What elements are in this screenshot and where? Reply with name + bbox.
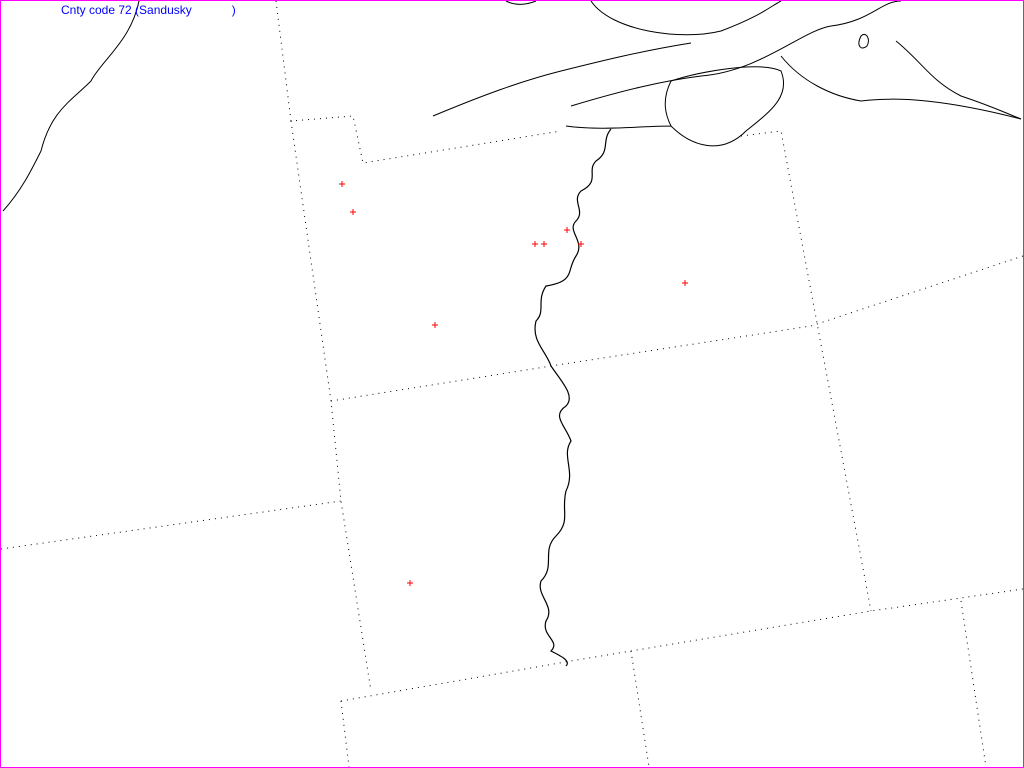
shoreline [858, 33, 869, 49]
shoreline [565, 66, 785, 147]
county-boundary [740, 130, 872, 612]
county-boundary [960, 600, 987, 767]
shoreline [895, 40, 1022, 120]
shoreline [570, 1, 902, 107]
station-marker [407, 580, 413, 586]
map-title: Cnty code 72 (Sandusky ) [61, 3, 236, 17]
sandusky-river [534, 128, 612, 667]
station-markers [339, 181, 688, 586]
shoreline [505, 1, 537, 5]
station-marker [541, 241, 547, 247]
county-boundary [340, 588, 1023, 702]
shoreline [2, 1, 140, 212]
county-boundary [275, 1, 562, 164]
station-marker [350, 209, 356, 215]
county-boundary [330, 255, 1023, 402]
station-marker [682, 280, 688, 286]
station-marker [564, 227, 570, 233]
shoreline [590, 1, 782, 36]
county-boundary [1, 500, 342, 550]
shoreline [432, 42, 692, 117]
station-marker [532, 241, 538, 247]
shorelines [2, 1, 1022, 212]
shoreline [780, 55, 1022, 120]
station-marker [432, 322, 438, 328]
county-boundary [340, 700, 350, 767]
station-marker [578, 241, 584, 247]
county-boundary [630, 650, 650, 767]
station-marker [339, 181, 345, 187]
county-boundary [290, 120, 372, 692]
